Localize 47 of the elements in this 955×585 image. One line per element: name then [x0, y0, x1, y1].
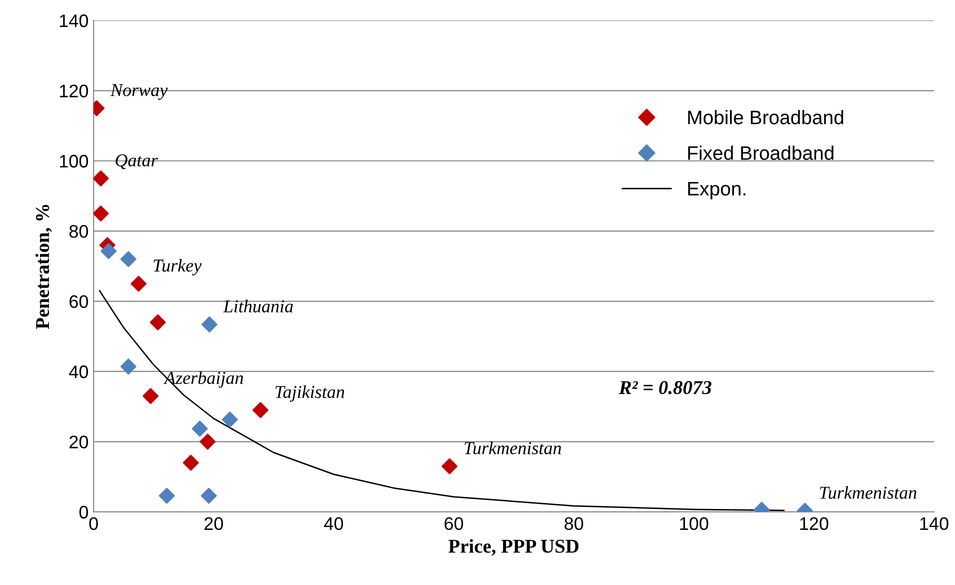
x-axis-title: Price, PPP USD: [448, 539, 578, 556]
y-tick-label: 140: [60, 14, 88, 28]
legend-label: Expon.: [688, 182, 746, 200]
x-tick-label: 120: [800, 517, 828, 530]
annotation: Qatar: [116, 154, 158, 170]
point: [201, 316, 218, 332]
y-tick-label: 100: [60, 154, 88, 168]
point: [192, 420, 208, 437]
annotation: Lithuania: [223, 300, 293, 312]
x-tick-label: 20: [204, 517, 223, 530]
y-tick-label: 120: [60, 84, 88, 98]
point: [120, 358, 136, 375]
annotation: Turkmenistan: [820, 486, 916, 499]
legend-label: Fixed Broadband: [688, 146, 834, 160]
point: [100, 243, 117, 260]
point: [94, 170, 109, 186]
point: [442, 458, 458, 474]
x-tick-label: 40: [324, 517, 344, 530]
y-tick-label: 80: [69, 225, 88, 238]
annotation: Turkey: [154, 258, 202, 276]
x-tick-label: 0: [89, 517, 98, 530]
point: [182, 454, 199, 471]
annotation: Turkmenistan: [464, 442, 562, 454]
point: [150, 314, 166, 330]
point: [158, 488, 175, 504]
point: [222, 412, 238, 428]
x-tick-label: 60: [444, 517, 464, 530]
y-axis-title: Penetration, %: [35, 204, 52, 330]
y-tick-label: 0: [79, 506, 88, 519]
y-tick-label: 40: [69, 365, 88, 378]
point: [120, 251, 136, 268]
annotation: Norway: [110, 84, 168, 100]
point: [200, 488, 217, 504]
point: [200, 434, 216, 450]
point: [94, 206, 109, 222]
point: [130, 276, 147, 292]
annotation: R² = 0.8073: [618, 381, 712, 394]
y-tick-label: 60: [70, 295, 88, 308]
line-series: [98, 290, 785, 512]
x-tick-label: 80: [564, 517, 584, 530]
x-tick-label: 140: [920, 517, 948, 530]
point: [252, 402, 268, 418]
x-tick-label: 100: [680, 517, 708, 530]
point: [142, 388, 159, 404]
legend-label: Mobile Broadband: [688, 110, 844, 124]
y-tick-label: 20: [70, 436, 88, 448]
annotation: Tajikistan: [276, 385, 344, 402]
